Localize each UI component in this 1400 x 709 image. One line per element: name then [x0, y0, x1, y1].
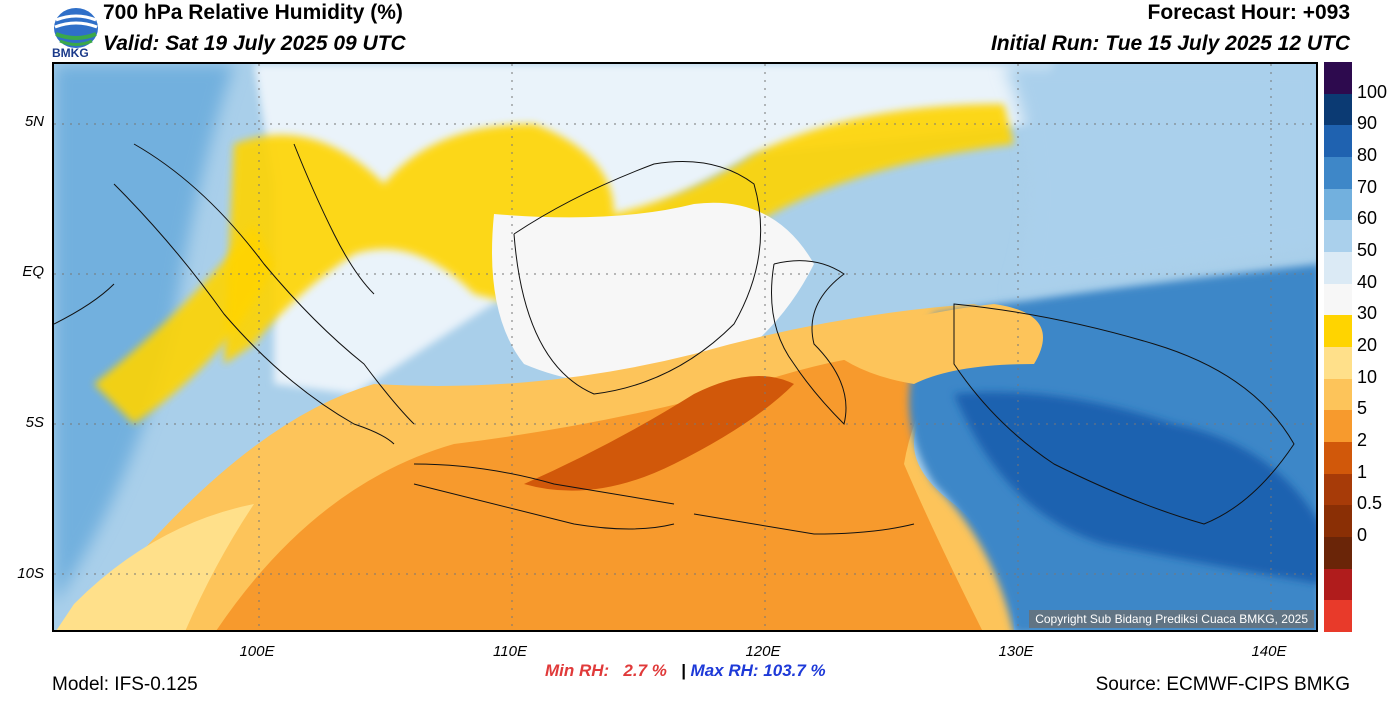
colorbar-swatch: [1324, 505, 1352, 537]
colorbar-label: 80: [1357, 145, 1378, 165]
colorbar-swatch: [1324, 156, 1352, 189]
colorbar-label: 1: [1357, 461, 1368, 482]
colorbar-swatch: [1324, 568, 1352, 601]
colorbar-swatch: [1324, 346, 1352, 379]
colorbar-swatch: [1324, 441, 1352, 474]
lat-label-5s: 5S: [25, 414, 44, 431]
lon-label-130e: 130E: [998, 643, 1034, 660]
max-rh-value: 103.7 %: [763, 661, 826, 680]
valid-time: Valid: Sat 19 July 2025 09 UTC: [103, 32, 406, 55]
lon-label-110e: 110E: [493, 643, 527, 660]
colorbar-label: 100: [1357, 81, 1388, 102]
borneo-coast: [513, 161, 762, 395]
copyright-notice: Copyright Sub Bidang Prediksi Cuaca BMKG…: [1029, 610, 1314, 628]
colorbar-label: 50: [1357, 240, 1378, 260]
model-info: Model: IFS-0.125: [52, 674, 198, 695]
colorbar-label: 0.5: [1357, 493, 1383, 514]
java-coast: [413, 463, 675, 505]
lat-label-eq: EQ: [22, 263, 44, 280]
coastlines: [54, 143, 1295, 535]
colorbar-swatch: [1324, 315, 1352, 347]
colorbar-swatch: [1324, 93, 1352, 126]
rh-stats: Min RH: 2.7 % | Max RH: 103.7 %: [545, 661, 826, 681]
grid-lines: [54, 64, 1316, 630]
colorbar-swatch: [1324, 600, 1352, 632]
min-rh-label: Min RH:: [545, 661, 610, 680]
colorbar-label: 2: [1357, 430, 1368, 450]
colorbar-swatch: [1324, 410, 1352, 442]
bmkg-logo: [54, 8, 98, 48]
colorbar-swatch: [1324, 125, 1352, 157]
papua-coast: [953, 303, 1295, 525]
colorbar-label: 60: [1357, 208, 1378, 229]
colorbar-label: 70: [1357, 176, 1378, 197]
logo-text: BMKG: [52, 46, 89, 60]
max-rh-label: Max RH:: [690, 661, 759, 680]
colorbar-swatch: [1324, 378, 1352, 411]
colorbar-label: 0: [1357, 525, 1368, 545]
colorbar-swatch: [1324, 473, 1352, 506]
map-title: 700 hPa Relative Humidity (%): [103, 1, 403, 24]
humidity-map: Copyright Sub Bidang Prediksi Cuaca BMKG…: [52, 62, 1318, 632]
forecast-hour: Forecast Hour: +093: [1147, 1, 1351, 24]
humidity-field: [54, 64, 1316, 630]
nusa-tenggara-coast: [693, 513, 915, 535]
min-rh-value: 2.7 %: [623, 661, 667, 680]
colorbar: [1324, 62, 1352, 632]
colorbar-swatch: [1324, 62, 1352, 94]
lon-label-100e: 100E: [239, 643, 275, 660]
sulawesi-coast: [771, 260, 847, 425]
colorbar-label: 10: [1357, 366, 1378, 387]
colorbar-label: 5: [1357, 398, 1368, 419]
lat-label-5n: 5N: [24, 113, 44, 130]
stats-separator: |: [681, 661, 686, 680]
dry-core-region: [524, 376, 794, 491]
colorbar-swatch: [1324, 536, 1352, 569]
malay-peninsula-coast: [293, 143, 375, 295]
colorbar-swatch: [1324, 251, 1352, 284]
colorbar-label: 30: [1357, 303, 1378, 324]
lon-label-140e: 140E: [1251, 643, 1287, 660]
lon-label-120e: 120E: [745, 643, 781, 660]
colorbar-label: 40: [1357, 271, 1378, 292]
colorbar-label: 90: [1357, 113, 1378, 134]
source-info: Source: ECMWF-CIPS BMKG: [1095, 674, 1350, 695]
lat-label-10s: 10S: [17, 565, 44, 582]
sumatra-coast: [133, 143, 415, 425]
colorbar-swatch: [1324, 188, 1352, 221]
colorbar-swatch: [1324, 283, 1352, 316]
colorbar-swatch: [1324, 220, 1352, 252]
initial-run: Initial Run: Tue 15 July 2025 12 UTC: [990, 32, 1350, 55]
colorbar-label: 20: [1357, 335, 1378, 355]
